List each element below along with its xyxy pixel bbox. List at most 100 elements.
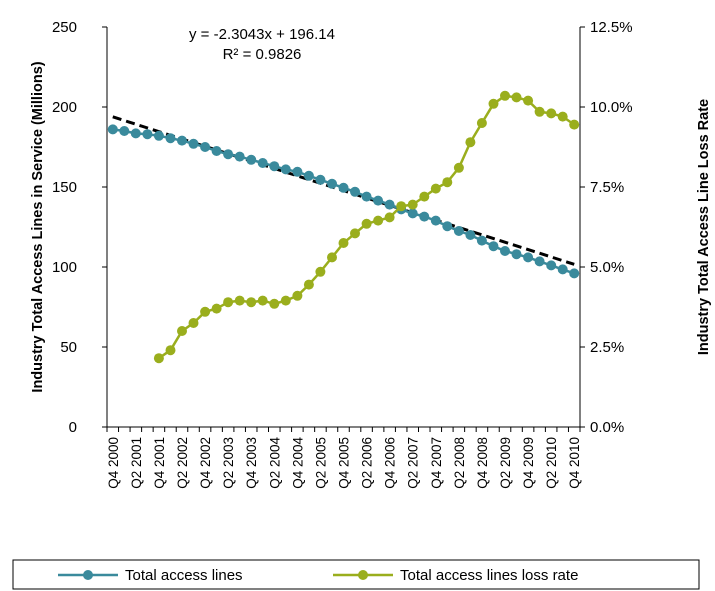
data-point [546,108,557,119]
x-tick-label: Q4 2007 [429,437,444,489]
data-point [280,164,291,175]
x-tick-label: Q4 2006 [383,437,398,489]
data-point [500,246,510,256]
series-layer [107,90,580,364]
data-point [292,290,303,301]
data-point [384,212,395,223]
data-point [246,154,257,165]
data-point [557,264,568,275]
right-tick-label: 0.0% [590,419,624,436]
legend-label: Total access lines loss rate [400,567,578,584]
data-point [338,182,349,193]
left-axis-ticks: 0 50 100 150 200 250 [52,19,107,436]
data-point [534,106,545,117]
x-tick-label: Q4 2002 [198,437,213,489]
legend-item-loss-rate: Total access lines loss rate [333,567,578,584]
data-point [188,138,199,149]
x-tick-label: Q4 2003 [244,437,259,489]
legend-swatch-marker [83,570,93,580]
x-tick-label: Q2 2002 [175,437,190,489]
right-axis-ticks: 0.0% 2.5% 5.0% 7.5% 10.0% 12.5% [580,19,633,436]
x-tick-label: Q2 2006 [360,437,375,489]
data-point [188,318,199,328]
data-point [488,98,499,109]
plot-area: 0 50 100 150 200 250 0.0% 2.5% 5.0% 7.5% 10.0% 12.… [52,19,633,489]
x-axis-ticks: Q4 2000 Q2 2001 Q4 2001 Q2 2002 Q4 2002 Q2 20… [106,427,582,489]
legend-box [12,559,700,590]
data-point [165,345,176,356]
x-tick-label: Q4 2008 [475,437,490,489]
data-point [430,215,441,226]
data-point [303,279,314,290]
data-point [407,199,418,210]
data-point [361,218,372,229]
data-point [303,170,314,181]
x-tick-label: Q4 2009 [521,437,536,489]
right-tick-label: 5.0% [590,259,624,276]
data-point [476,118,487,128]
data-point [211,303,222,314]
data-point [153,130,164,141]
data-point [269,161,280,172]
data-point [419,211,430,222]
data-point [476,235,487,246]
legend-swatch-marker [358,570,368,580]
data-point [200,142,211,152]
left-tick-label: 50 [60,339,77,356]
data-point [119,126,130,136]
data-point [419,191,430,202]
data-point [223,297,234,308]
left-tick-label: 100 [52,259,77,276]
data-point [465,230,476,240]
data-point [130,128,141,139]
data-point [142,129,153,140]
data-point [246,297,257,308]
series-loss-rate [153,90,580,364]
data-point [523,252,534,263]
data-point [569,268,580,279]
series-total-access-lines [107,124,580,279]
data-point [350,228,360,239]
data-point [442,177,453,188]
data-point [292,166,303,177]
right-tick-label: 10.0% [590,99,633,116]
x-tick-label: Q2 2003 [221,437,236,489]
x-tick-label: Q2 2008 [452,437,467,489]
legend-label: Total access lines [125,567,243,584]
x-tick-label: Q4 2004 [290,437,305,489]
data-point [223,149,234,160]
data-point [165,133,176,144]
data-point [350,186,360,197]
x-tick-label: Q4 2000 [106,437,121,489]
data-point [465,137,476,148]
data-point [557,111,568,122]
legend-item-total-access-lines: Total access lines [58,567,243,584]
data-point [153,353,164,364]
left-tick-label: 0 [69,419,77,436]
trendline-equation: y = -2.3043x + 196.14 [189,26,335,43]
data-point [373,195,384,206]
data-point [361,191,372,202]
right-tick-label: 7.5% [590,179,624,196]
legend: Total access lines Total access lines lo… [12,559,700,590]
data-point [407,208,418,219]
data-point [396,201,407,212]
data-point [523,95,534,106]
right-tick-label: 2.5% [590,339,624,356]
data-point [315,174,326,185]
x-tick-label: Q4 2001 [152,437,167,489]
data-point [546,260,557,271]
data-point [500,90,510,101]
data-point [488,241,499,252]
data-point [107,124,118,135]
left-axis-title: Industry Total Access Lines in Service (… [30,61,46,392]
x-tick-label: Q2 2009 [498,437,513,489]
data-point [269,298,280,309]
data-point [453,162,464,173]
data-point [511,249,522,260]
data-point [315,266,326,277]
data-point [569,119,580,130]
data-point [430,183,441,194]
data-point [177,135,187,146]
